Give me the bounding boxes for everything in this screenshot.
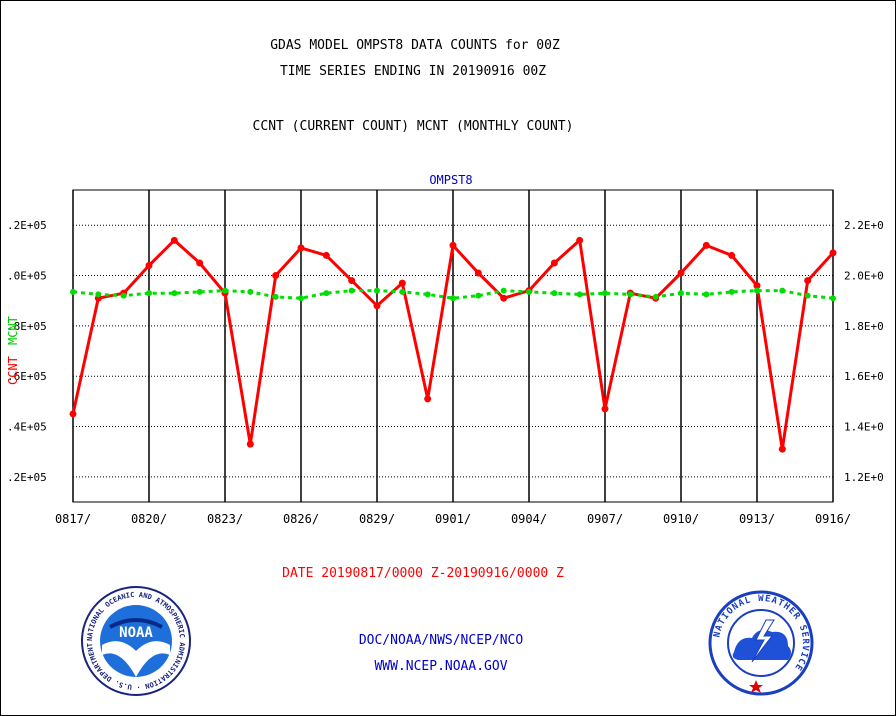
data-point-ccnt — [297, 244, 305, 252]
data-point-mcnt — [70, 288, 76, 295]
series-layer — [69, 236, 837, 453]
data-point-mcnt — [348, 287, 355, 294]
y-tick-label-right: 1.4E+0 — [844, 421, 884, 434]
data-point-mcnt — [222, 287, 228, 294]
data-point-ccnt — [69, 410, 77, 418]
data-point-mcnt — [526, 288, 532, 295]
data-point-ccnt — [196, 259, 204, 267]
data-point-ccnt — [550, 259, 558, 267]
x-tick-label: 0829/ — [359, 512, 395, 526]
org-line: DOC/NOAA/NWS/NCEP/NCO — [358, 633, 524, 648]
data-point-mcnt — [602, 290, 608, 297]
data-point-mcnt — [146, 290, 152, 297]
chart-title-line1: GDAS MODEL OMPST8 DATA COUNTS for 00Z — [270, 38, 560, 53]
data-point-mcnt — [500, 287, 507, 294]
data-point-ccnt — [804, 277, 812, 285]
y-tick-label-left: .2E+05 — [7, 219, 47, 232]
y-tick-label-right: 1.2E+0 — [844, 471, 884, 484]
noaa-logo: NATIONAL OCEANIC AND ATMOSPHERIC ADMINIS… — [80, 585, 191, 696]
y-tick-label-right: 1.8E+0 — [844, 320, 884, 333]
data-point-ccnt — [246, 440, 254, 448]
url-link[interactable]: WWW.NCEP.NOAA.GOV — [374, 659, 508, 674]
x-tick-label: 0910/ — [663, 512, 699, 526]
data-point-mcnt — [551, 290, 558, 297]
y-tick-label-right: 1.6E+0 — [844, 370, 884, 383]
data-point-mcnt — [728, 288, 735, 295]
x-tick-label: 0904/ — [511, 512, 547, 526]
y-tick-label-left: .8E+05 — [7, 320, 47, 333]
data-point-mcnt — [323, 290, 330, 297]
axis-layer: .2E+05 2.2E+0 .0E+05 2.0E+0 .8E+05 1.8E+0 .6E+… — [7, 219, 884, 526]
data-point-mcnt — [374, 287, 380, 294]
data-point-mcnt — [95, 291, 102, 298]
data-point-ccnt — [272, 272, 280, 280]
data-point-ccnt — [702, 241, 710, 249]
data-point-mcnt — [298, 295, 304, 302]
y-tick-label-right: 2.2E+0 — [844, 219, 884, 232]
x-tick-label: 0820/ — [131, 512, 167, 526]
data-point-mcnt — [120, 292, 127, 299]
data-point-mcnt — [196, 288, 203, 295]
data-point-mcnt — [627, 291, 634, 298]
x-tick-label: 0817/ — [55, 512, 91, 526]
y-axis-label-ccnt: CCNT — [6, 356, 20, 385]
data-point-mcnt — [754, 287, 760, 294]
x-tick-label: 0823/ — [207, 512, 243, 526]
plot-title: OMPST8 — [429, 173, 472, 187]
data-point-mcnt — [399, 288, 406, 295]
data-point-mcnt — [171, 290, 178, 297]
x-tick-label: 0901/ — [435, 512, 471, 526]
data-point-mcnt — [576, 291, 583, 298]
y-tick-label-left: .2E+05 — [7, 471, 47, 484]
chart-subtitle: CCNT (CURRENT COUNT) MCNT (MONTHLY COUNT… — [252, 119, 574, 134]
x-tick-label: 0826/ — [283, 512, 319, 526]
data-point-ccnt — [398, 279, 406, 287]
data-point-ccnt — [601, 405, 609, 413]
x-tick-label: 0907/ — [587, 512, 623, 526]
data-point-ccnt — [348, 277, 356, 285]
data-point-mcnt — [804, 292, 811, 299]
grid-layer — [72, 189, 834, 503]
y-axis-label-mcnt: MCNT — [6, 316, 20, 345]
data-point-ccnt — [728, 251, 736, 259]
data-point-mcnt — [450, 295, 456, 302]
data-point-ccnt — [829, 249, 837, 257]
data-point-ccnt — [145, 261, 153, 269]
nws-logo: NATIONAL WEATHER SERVICE — [708, 590, 814, 696]
data-point-ccnt — [753, 282, 761, 290]
data-point-ccnt — [677, 269, 685, 277]
noaa-logo-text: NOAA — [119, 625, 153, 641]
x-tick-label: 0916/ — [815, 512, 851, 526]
data-point-ccnt — [424, 395, 432, 403]
data-point-mcnt — [703, 291, 710, 298]
data-point-mcnt — [652, 293, 659, 300]
date-range-label: DATE 20190817/0000 Z-20190916/0000 Z — [282, 566, 564, 581]
data-point-mcnt — [779, 287, 786, 294]
y-tick-label-right: 2.0E+0 — [844, 270, 884, 283]
data-point-mcnt — [830, 295, 836, 302]
y-tick-label-left: .0E+05 — [7, 270, 47, 283]
data-point-ccnt — [576, 236, 584, 244]
data-point-mcnt — [678, 290, 684, 297]
data-point-mcnt — [424, 291, 431, 298]
data-point-ccnt — [170, 236, 178, 244]
x-tick-label: 0913/ — [739, 512, 775, 526]
data-point-mcnt — [247, 288, 254, 295]
chart-title-line2: TIME SERIES ENDING IN 20190916 00Z — [279, 64, 547, 79]
y-tick-label-left: .6E+05 — [7, 370, 47, 383]
y-tick-label-left: .4E+05 — [7, 421, 47, 434]
data-point-ccnt — [778, 445, 786, 453]
data-point-mcnt — [475, 292, 482, 299]
data-point-ccnt — [449, 241, 457, 249]
data-point-mcnt — [272, 293, 279, 300]
data-point-ccnt — [500, 294, 508, 302]
data-point-ccnt — [373, 302, 381, 310]
data-point-ccnt — [322, 251, 330, 259]
data-point-ccnt — [474, 269, 482, 277]
